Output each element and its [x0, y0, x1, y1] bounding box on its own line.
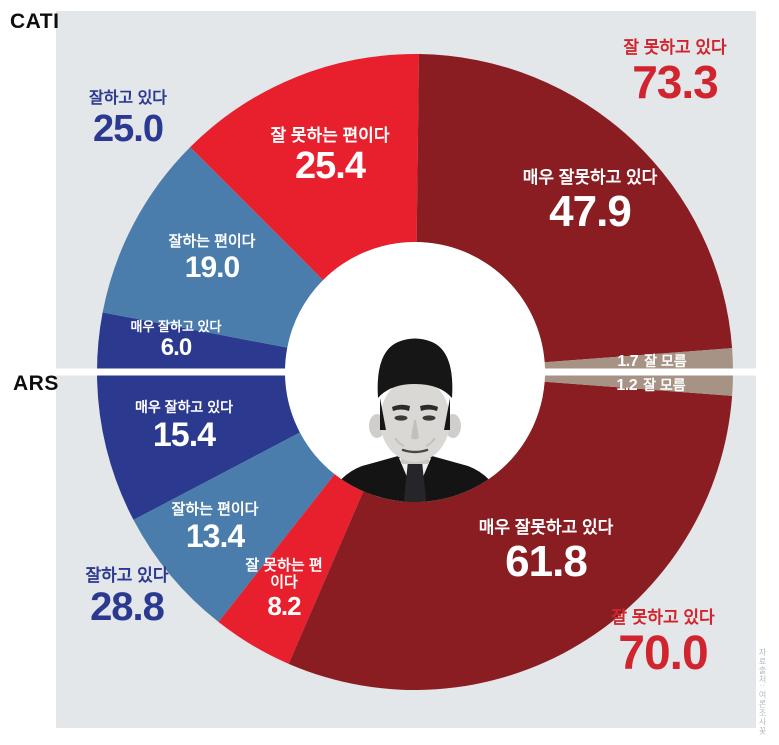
donut-wedges	[97, 53, 733, 690]
cati-positive-total: 잘하고 있다 25.0	[89, 90, 167, 150]
wedge-ars-1	[133, 432, 335, 623]
ars-dontknow-label: 잘 모름	[643, 377, 686, 393]
ars-well-value: 13.4	[185, 517, 245, 554]
ars-verywell-value: 15.4	[152, 415, 216, 454]
ars-negative-label: 잘 못하고 있다	[611, 608, 715, 627]
cati-negative-value: 73.3	[632, 56, 719, 109]
cati-dontknow-label: 잘 모름	[644, 353, 687, 369]
ars-poor-value: 8.2	[267, 590, 301, 621]
ars-dontknow-annotation: 1.2 잘 모름	[616, 375, 685, 395]
ars-verypoor-value: 61.8	[505, 537, 588, 587]
cati-verywell-label: 매우 잘하고 있다	[130, 319, 222, 334]
ars-dontknow-value: 1.2	[616, 377, 638, 394]
ars-label: ARS	[13, 372, 59, 395]
cati-verypoor-value: 47.9	[549, 187, 632, 237]
cati-dontknow-value: 1.7	[617, 353, 639, 370]
wedge-cati-2	[190, 53, 419, 281]
president-portrait	[285, 242, 545, 502]
ars-poor-label: 잘 못하는 편이다	[245, 557, 323, 591]
ars-well-annotation: 잘하는 편이다 13.4	[171, 501, 259, 555]
wedge-cati-4	[544, 348, 733, 372]
wedge-ars-0	[97, 372, 300, 520]
cati-verypoor-label: 매우 잘못하고 있다	[522, 168, 658, 187]
cati-well-value: 19.0	[184, 250, 240, 284]
wedge-ars-4	[544, 372, 733, 396]
wedge-cati-1	[102, 147, 324, 348]
ars-verywell-annotation: 매우 잘하고 있다 15.4	[135, 399, 233, 454]
wedge-cati-0	[97, 312, 288, 372]
cati-well-annotation: 잘하는 편이다 19.0	[168, 233, 256, 284]
cati-dontknow-annotation: 1.7 잘 모름	[617, 351, 686, 371]
cati-label: CATI	[10, 10, 60, 33]
cati-poor-value: 25.4	[295, 145, 366, 188]
ars-verywell-label: 매우 잘하고 있다	[135, 399, 233, 415]
cati-negative-total: 잘 못하고 있다 73.3	[623, 38, 726, 109]
cati-well-label: 잘하는 편이다	[168, 233, 256, 250]
wedge-ars-2	[218, 474, 364, 664]
ars-verypoor-label: 매우 잘못하고 있다	[478, 518, 614, 537]
ars-negative-total: 잘 못하고 있다 70.0	[611, 608, 714, 681]
ars-verypoor-annotation: 매우 잘못하고 있다 61.8	[479, 518, 614, 586]
cati-negative-label: 잘 못하고 있다	[623, 38, 727, 57]
ars-positive-label: 잘하고 있다	[85, 566, 169, 585]
ars-well-label: 잘하는 편이다	[171, 501, 259, 518]
cati-verywell-annotation: 매우 잘하고 있다 6.0	[130, 319, 222, 361]
cati-verypoor-annotation: 매우 잘못하고 있다 47.9	[523, 168, 658, 236]
ars-poor-annotation: 잘 못하는 편이다 8.2	[240, 557, 328, 621]
cati-poor-annotation: 잘 못하는 편이다 25.4	[271, 126, 390, 188]
wedge-cati-3	[416, 54, 733, 363]
cati-positive-value: 25.0	[93, 107, 164, 150]
cati-positive-label: 잘하고 있다	[88, 90, 168, 107]
ars-positive-total: 잘하고 있다 28.8	[86, 566, 169, 630]
ars-negative-value: 70.0	[618, 627, 708, 681]
wedge-ars-3	[288, 381, 733, 690]
ars-positive-value: 28.8	[90, 585, 165, 630]
cati-verywell-value: 6.0	[160, 333, 192, 361]
cati-poor-label: 잘 못하는 편이다	[270, 126, 390, 145]
source-watermark: 자료출처: 여론조사꽃	[758, 648, 767, 736]
